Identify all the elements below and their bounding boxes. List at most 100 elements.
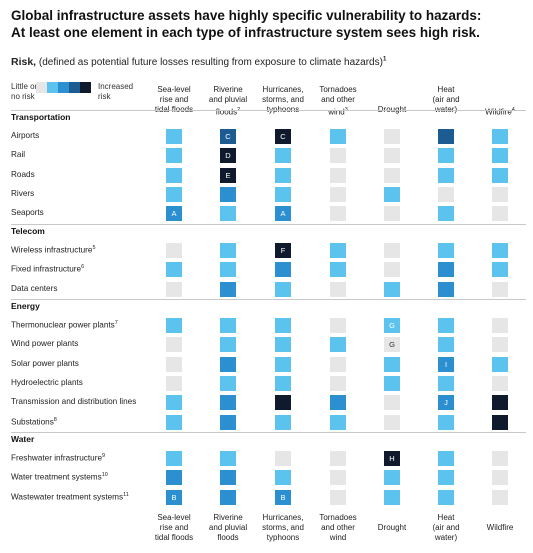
- heatmap-cell: [330, 129, 346, 144]
- heatmap-cell: [220, 337, 236, 353]
- heatmap-cell: [330, 206, 346, 222]
- heatmap-cell: A: [275, 206, 291, 222]
- heatmap-cell: [166, 186, 182, 202]
- heatmap-cell: D: [220, 148, 236, 164]
- heatmap-cell: [438, 206, 454, 222]
- heatmap-cell: [492, 489, 508, 505]
- heatmap-cell: [220, 281, 236, 297]
- heatmap-cell: [166, 414, 182, 430]
- heatmap-cell: [438, 148, 454, 164]
- heatmap-cell: [275, 262, 291, 278]
- legend-swatch-1: [47, 82, 58, 93]
- heatmap-cell: [492, 470, 508, 486]
- heatmap-cell: [330, 281, 346, 297]
- heatmap-cell: [438, 281, 454, 297]
- heatmap-cell: E: [220, 167, 236, 183]
- heatmap-cell: [275, 148, 291, 164]
- heatmap-cell: [438, 243, 454, 258]
- column-header-4: Drought: [362, 85, 422, 115]
- heatmap-cell: F: [275, 243, 291, 258]
- heatmap-cell: [220, 206, 236, 222]
- heatmap-cell: [492, 148, 508, 164]
- heatmap-cell: [492, 281, 508, 297]
- heatmap-cell: [275, 395, 291, 411]
- heatmap-cell: [384, 206, 400, 222]
- row-label: Seaports: [11, 208, 44, 218]
- heatmap-cell: B: [275, 489, 291, 505]
- heatmap-cell: [220, 470, 236, 486]
- row-label: Fixed infrastructure6: [11, 264, 85, 275]
- heatmap-cell: [220, 489, 236, 505]
- heatmap-cell: [438, 489, 454, 505]
- heatmap-cell: [330, 395, 346, 411]
- heatmap-cell: [438, 167, 454, 183]
- heatmap-cell: [330, 470, 346, 486]
- heatmap-cell: [384, 148, 400, 164]
- row-label: Rail: [11, 150, 26, 160]
- heatmap-cell: G: [384, 337, 400, 353]
- heatmap-cell: [438, 186, 454, 202]
- heatmap-cell: [384, 167, 400, 183]
- row-label: Thermonuclear power plants7: [11, 320, 118, 330]
- heatmap-cell: [384, 375, 400, 391]
- column-footer-0: Sea-level rise and tidal floods: [154, 513, 194, 542]
- heatmap-cell: [384, 395, 400, 411]
- legend-high-line2: risk: [98, 92, 111, 101]
- heatmap-cell: [220, 395, 236, 411]
- heatmap-cell: [492, 243, 508, 258]
- heatmap-cell: I: [438, 356, 454, 372]
- group-separator: [11, 432, 526, 433]
- heatmap-cell: [384, 186, 400, 202]
- heatmap-cell: C: [220, 129, 236, 144]
- heatmap-cell: [220, 375, 236, 391]
- heatmap-cell: [166, 243, 182, 258]
- heatmap-cell: [330, 243, 346, 258]
- heatmap-cell: C: [275, 129, 291, 144]
- heatmap-cell: [330, 262, 346, 278]
- heatmap-cell: [384, 129, 400, 144]
- row-label: Rivers: [11, 188, 35, 198]
- heatmap-cell: [330, 318, 346, 333]
- column-footer-4: Drought: [377, 523, 407, 532]
- heatmap-cell: G: [384, 318, 400, 333]
- row-label: Wastewater treatment systems11: [11, 491, 129, 502]
- heatmap-cell: A: [166, 206, 182, 222]
- heatmap-cell: [166, 395, 182, 411]
- row-label: Airports: [11, 131, 40, 140]
- heatmap-cell: B: [166, 489, 182, 505]
- heatmap-cell: [275, 318, 291, 333]
- heatmap-cell: [166, 356, 182, 372]
- heatmap-cell: [384, 356, 400, 372]
- heatmap-cell: [166, 281, 182, 297]
- group-label: Energy: [11, 301, 40, 311]
- heatmap-cell: [166, 129, 182, 144]
- heatmap-cell: [275, 281, 291, 297]
- group-separator: [11, 110, 526, 111]
- heatmap-cell: [330, 167, 346, 183]
- legend-low-line1: Little or: [11, 82, 38, 91]
- row-label: Freshwater infrastructure9: [11, 453, 106, 463]
- heatmap-cell: [492, 167, 508, 183]
- heatmap-cell: [438, 318, 454, 333]
- column-footer-1: Riverine and pluvial floods: [208, 513, 248, 542]
- heatmap-cell: [330, 148, 346, 164]
- heatmap-cell: [275, 451, 291, 466]
- heatmap-cell: [330, 451, 346, 466]
- group-separator: [11, 299, 526, 300]
- heatmap-cell: [384, 489, 400, 505]
- heatmap-cell: [330, 375, 346, 391]
- row-label: Hydroelectric plants: [11, 377, 83, 387]
- heatmap-cell: [492, 186, 508, 202]
- heatmap-cell: [438, 414, 454, 430]
- legend-low-line2: no risk: [11, 92, 35, 101]
- heatmap-cell: [384, 262, 400, 278]
- heatmap-cell: [275, 414, 291, 430]
- chart-title: Global infrastructure assets have highly…: [11, 7, 526, 41]
- heatmap-cell: [438, 337, 454, 353]
- heatmap-cell: [220, 186, 236, 202]
- heatmap-cell: [330, 356, 346, 372]
- legend-swatch-2: [58, 82, 69, 93]
- row-label: Wireless infrastructure5: [11, 245, 96, 255]
